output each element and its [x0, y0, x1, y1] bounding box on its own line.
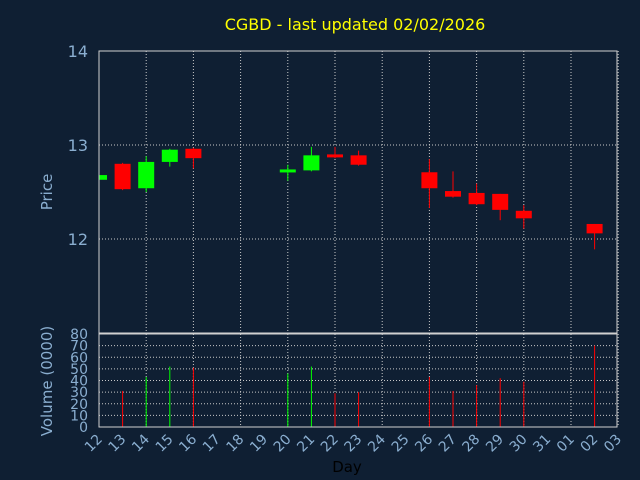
candle-body [114, 163, 131, 190]
price-panel: 12 13 14 [68, 42, 619, 334]
volume-tick-label: 40 [70, 374, 88, 390]
candle-body [492, 193, 509, 210]
candle-body [185, 148, 202, 159]
price-frame [98, 50, 618, 334]
price-tick-label: 12 [68, 230, 88, 249]
chart-title: CGBD - last updated 02/02/2026 [225, 15, 486, 34]
candle-body [279, 169, 296, 173]
price-tick-label: 13 [68, 136, 88, 155]
volume-tick-label: 70 [70, 339, 88, 355]
candle-body [161, 149, 178, 162]
candle-body [350, 155, 367, 165]
candle-body [515, 210, 532, 219]
volume-frame [98, 333, 618, 428]
candle-body [303, 155, 320, 171]
price-axis-label: Price [38, 174, 56, 211]
candle-body [327, 154, 343, 158]
candle-body [468, 192, 485, 205]
volume-tick-label: 0 [79, 420, 88, 436]
volume-tick-label: 60 [70, 350, 88, 366]
volume-tick-label: 20 [70, 397, 88, 413]
x-axis: 12 13 14 15 16 17 18 19 20 21 22 23 24 25 26 27 28 29 30 31… [82, 431, 625, 455]
volume-tick-label: 80 [70, 327, 88, 343]
price-tick-label: 14 [68, 42, 88, 61]
volume-tick-label: 10 [70, 408, 88, 424]
candle-body [99, 175, 107, 180]
candle-body [445, 191, 461, 197]
volume-tick-label: 50 [70, 362, 88, 378]
x-axis-label: Day [332, 458, 362, 476]
candle-body [586, 223, 603, 234]
volume-axis-label: Volume (0000) [38, 326, 56, 436]
candle-body [421, 172, 438, 189]
volume-tick-label: 30 [70, 385, 88, 401]
candle-body [138, 161, 155, 189]
